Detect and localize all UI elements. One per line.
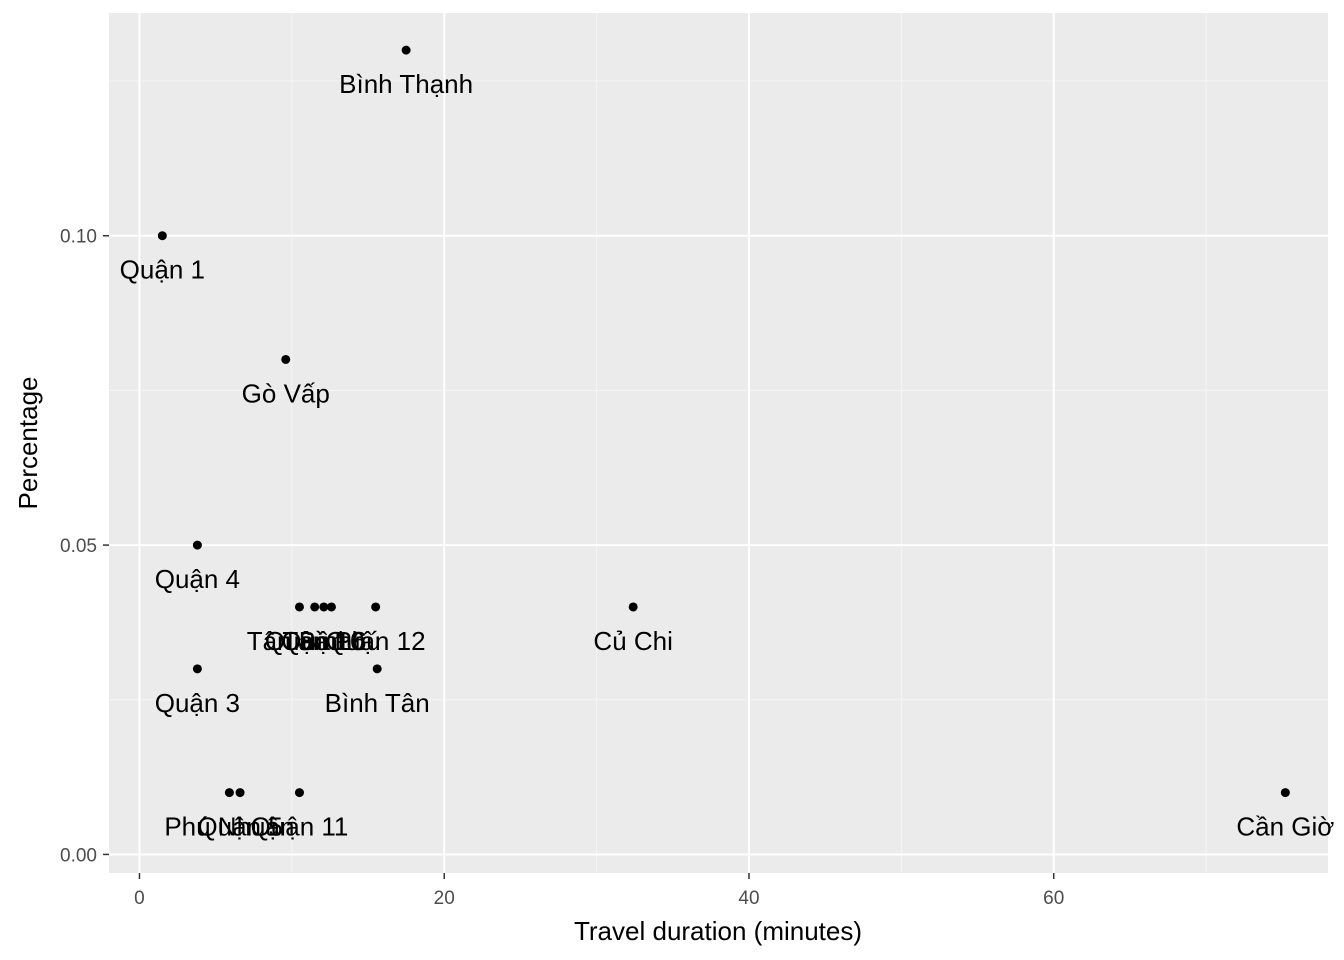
data-point-label: Quận 4 bbox=[155, 564, 240, 594]
y-tick-label: 0.05 bbox=[60, 536, 97, 557]
data-point bbox=[628, 602, 638, 612]
data-point bbox=[235, 788, 245, 798]
data-point-label: Bình Thạnh bbox=[339, 69, 473, 99]
data-point bbox=[1280, 788, 1290, 798]
data-point bbox=[319, 602, 329, 612]
data-point bbox=[281, 354, 291, 364]
data-point bbox=[401, 45, 411, 55]
x-axis-tick-labels: 0 20 40 60 bbox=[134, 888, 1064, 909]
data-point bbox=[157, 231, 167, 241]
data-point bbox=[371, 602, 381, 612]
data-point-label: Phú Nhuận bbox=[164, 812, 294, 842]
data-point-label: Quận 3 bbox=[155, 688, 240, 718]
y-axis-tick-labels: 0.00 0.05 0.10 bbox=[60, 227, 97, 867]
data-point-label: Gò Vấp bbox=[242, 378, 330, 408]
data-point bbox=[192, 540, 202, 550]
axis-tick-marks bbox=[103, 234, 1055, 879]
x-axis-title: Travel duration (minutes) bbox=[574, 916, 862, 946]
y-axis-title: Percentage bbox=[13, 377, 43, 510]
x-tick-label: 0 bbox=[134, 888, 145, 909]
data-point bbox=[326, 602, 336, 612]
x-tick-label: 20 bbox=[434, 888, 455, 909]
data-point bbox=[294, 602, 304, 612]
y-tick-label: 0.10 bbox=[60, 227, 97, 248]
data-point bbox=[224, 788, 234, 798]
data-point-label: Quận 5 bbox=[197, 812, 282, 842]
data-point-label: Củ Chi bbox=[593, 626, 672, 656]
data-point bbox=[372, 664, 382, 674]
x-tick-label: 40 bbox=[738, 888, 759, 909]
data-point bbox=[294, 788, 304, 798]
data-point bbox=[310, 602, 320, 612]
plot-background bbox=[109, 13, 1328, 873]
x-tick-label: 60 bbox=[1043, 888, 1064, 909]
data-point bbox=[192, 664, 202, 674]
data-point-label: Quận 1 bbox=[120, 255, 205, 285]
data-point-label: Cần Giờ bbox=[1236, 812, 1334, 842]
data-point-label: Bình Tân bbox=[325, 688, 430, 718]
data-point-label: Quận 11 bbox=[251, 812, 349, 842]
data-points bbox=[157, 45, 1290, 798]
data-point-label: Tân Phú bbox=[282, 626, 380, 656]
data-point-label: Quận 6 bbox=[281, 626, 366, 656]
y-tick-label: 0.00 bbox=[60, 845, 97, 866]
data-point-label: Quận 10 bbox=[265, 626, 365, 656]
data-point-label: Quận 12 bbox=[326, 626, 426, 656]
major-gridlines bbox=[109, 13, 1328, 873]
data-point-label: Tân Bình bbox=[247, 626, 353, 656]
minor-gridlines bbox=[109, 13, 1328, 873]
